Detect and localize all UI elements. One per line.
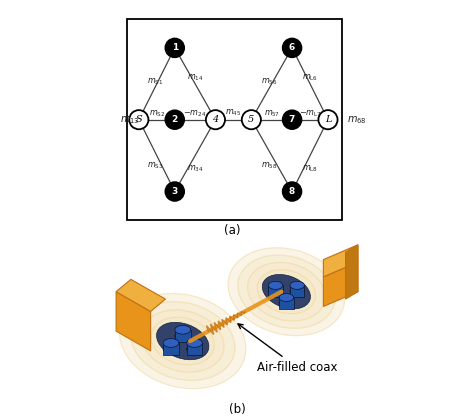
Text: L: L [325, 115, 331, 124]
Ellipse shape [290, 287, 304, 295]
Text: $m_\mathrm{S1}$: $m_\mathrm{S1}$ [147, 76, 163, 87]
Text: 4: 4 [212, 115, 219, 124]
Circle shape [283, 110, 301, 129]
Text: 5: 5 [248, 115, 255, 124]
Text: $m_{68}$: $m_{68}$ [347, 114, 367, 126]
Text: $m_{57}$: $m_{57}$ [264, 108, 280, 119]
Text: (b): (b) [228, 403, 246, 416]
Circle shape [129, 110, 148, 129]
Bar [187, 343, 202, 355]
Text: $m_{14}$: $m_{14}$ [187, 73, 203, 83]
Ellipse shape [175, 331, 191, 340]
Text: $m_\mathrm{L8}$: $m_\mathrm{L8}$ [302, 164, 318, 174]
Ellipse shape [257, 270, 316, 314]
Ellipse shape [163, 339, 179, 347]
Ellipse shape [141, 310, 224, 372]
Bar [279, 297, 293, 309]
Bar [127, 19, 342, 220]
Ellipse shape [187, 345, 202, 354]
Polygon shape [346, 245, 358, 299]
Ellipse shape [175, 326, 191, 334]
Text: S: S [136, 115, 142, 124]
Text: $m_{45}$: $m_{45}$ [225, 107, 242, 118]
Circle shape [165, 110, 184, 129]
Ellipse shape [247, 262, 325, 321]
Ellipse shape [238, 255, 335, 328]
Ellipse shape [119, 294, 246, 388]
Polygon shape [323, 262, 358, 307]
Text: 7: 7 [289, 115, 295, 124]
Circle shape [242, 110, 261, 129]
Ellipse shape [130, 302, 235, 381]
Text: Air-filled coax: Air-filled coax [238, 324, 337, 374]
Text: $m_{58}$: $m_{58}$ [262, 160, 278, 171]
Text: $m_\mathrm{S3}$: $m_\mathrm{S3}$ [147, 160, 163, 171]
Ellipse shape [279, 299, 293, 307]
Text: $m_{34}$: $m_{34}$ [187, 164, 203, 174]
Bar [175, 330, 191, 342]
Text: $m_{13}$: $m_{13}$ [120, 114, 139, 126]
Circle shape [206, 110, 225, 129]
Ellipse shape [228, 248, 345, 336]
Bar [163, 343, 179, 355]
Text: 1: 1 [172, 43, 178, 52]
Text: $m_{56}$: $m_{56}$ [262, 76, 278, 87]
Text: 8: 8 [289, 187, 295, 196]
Ellipse shape [262, 275, 310, 309]
Text: $m_\mathrm{S2}$: $m_\mathrm{S2}$ [149, 108, 165, 119]
Circle shape [283, 38, 301, 58]
Circle shape [319, 110, 337, 129]
Polygon shape [116, 279, 165, 312]
Ellipse shape [156, 322, 209, 360]
Circle shape [165, 182, 184, 201]
Text: (a): (a) [224, 224, 240, 237]
Text: 2: 2 [172, 115, 178, 124]
Ellipse shape [163, 345, 179, 354]
Circle shape [283, 182, 301, 201]
Polygon shape [116, 291, 151, 351]
Text: $m_\mathrm{L6}$: $m_\mathrm{L6}$ [302, 73, 318, 83]
Ellipse shape [268, 287, 283, 295]
Bar [290, 285, 304, 297]
Ellipse shape [279, 294, 293, 302]
Ellipse shape [290, 281, 304, 289]
Text: 6: 6 [289, 43, 295, 52]
Circle shape [165, 38, 184, 58]
Ellipse shape [151, 317, 214, 365]
Ellipse shape [187, 339, 202, 347]
Bar [268, 285, 283, 297]
Polygon shape [323, 245, 358, 277]
Text: $-m_\mathrm{L7}$: $-m_\mathrm{L7}$ [299, 108, 321, 119]
Text: 3: 3 [172, 187, 178, 196]
Ellipse shape [268, 281, 283, 289]
Text: $-m_{24}$: $-m_{24}$ [183, 108, 207, 119]
